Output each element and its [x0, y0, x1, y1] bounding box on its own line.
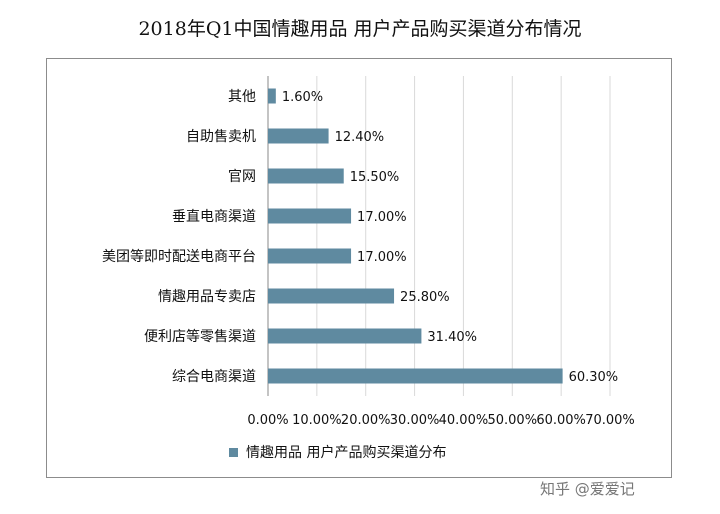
- legend-label: 情趣用品 用户产品购买渠道分布: [246, 444, 446, 461]
- data-label: 60.30%: [569, 370, 619, 385]
- category-label: 自助售卖机: [186, 129, 256, 145]
- legend-swatch: [229, 448, 238, 457]
- bar: [268, 168, 344, 184]
- bar: [268, 288, 395, 304]
- data-label: 31.40%: [427, 330, 477, 345]
- category-label: 情趣用品专卖店: [158, 289, 256, 305]
- watermark: 知乎 @爱爱记: [540, 480, 635, 498]
- x-tick-label: 10.00%: [292, 413, 342, 428]
- category-label: 其他: [228, 89, 256, 105]
- category-label: 便利店等零售渠道: [144, 328, 256, 345]
- x-tick-label: 40.00%: [439, 413, 489, 428]
- category-label: 美团等即时配送电商平台: [102, 248, 256, 265]
- data-label: 12.40%: [335, 130, 385, 145]
- x-tick-label: 30.00%: [390, 413, 440, 428]
- bar: [268, 368, 563, 384]
- bar: [268, 328, 422, 344]
- category-label: 垂直电商渠道: [172, 208, 256, 225]
- data-label: 15.50%: [350, 170, 400, 185]
- x-tick-label: 20.00%: [341, 413, 391, 428]
- x-tick-label: 60.00%: [536, 413, 586, 428]
- category-label: 综合电商渠道: [172, 369, 256, 385]
- x-tick-label: 0.00%: [247, 413, 288, 428]
- category-label: 官网: [228, 169, 256, 185]
- chart-frame: [46, 58, 672, 478]
- bar: [268, 248, 352, 264]
- x-tick-label: 70.00%: [585, 413, 635, 428]
- data-label: 25.80%: [400, 290, 450, 305]
- x-tick-label: 50.00%: [487, 413, 537, 428]
- chart-title: 2018年Q1中国情趣用品 用户产品购买渠道分布情况: [138, 18, 582, 40]
- bar: [268, 208, 352, 224]
- data-label: 17.00%: [357, 250, 407, 265]
- data-label: 17.00%: [357, 210, 407, 225]
- data-label: 1.60%: [282, 90, 323, 105]
- bar: [268, 88, 276, 104]
- bar: [268, 128, 329, 144]
